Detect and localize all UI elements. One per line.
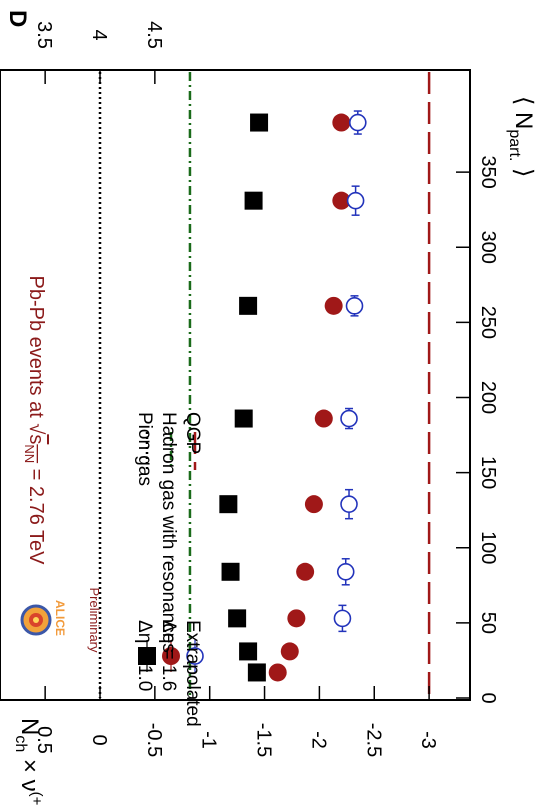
- d-axis-title: D: [4, 10, 31, 27]
- sqrt-sign: √: [25, 423, 47, 434]
- square-marker: [250, 113, 269, 132]
- axis-ticks: 0.5 0 -0.5 -1 -1.5 -2 -2.5 -3 0 50 100 150 200 250 300…: [0, 21, 499, 757]
- square-marker: [239, 296, 258, 315]
- x-tick-label: 200: [477, 381, 499, 414]
- legend-label: Δη = 1.0: [134, 620, 155, 691]
- data-series: [219, 110, 367, 682]
- alice-logo: ALICE: [20, 600, 67, 636]
- alice-logo-text: ALICE: [53, 600, 67, 636]
- legend-entry: Δη = 1.0: [134, 620, 156, 691]
- x-tick-label: 300: [477, 231, 499, 264]
- x-tick-label: 250: [477, 306, 499, 339]
- preliminary-label: Preliminary: [87, 587, 102, 653]
- x-tick-label: 150: [477, 456, 499, 489]
- legend-entry: Extrapolated: [182, 620, 204, 727]
- legend-label: Pion gas: [134, 412, 155, 486]
- square-marker: [221, 562, 240, 581]
- square-marker: [234, 409, 253, 428]
- legend-circle-icon: [162, 647, 180, 665]
- filled-circle-marker: [296, 562, 315, 581]
- legend-entry: Hadron gas with resonances: [158, 412, 179, 653]
- legend-square-icon: [138, 647, 156, 665]
- filled-circle-marker: [332, 113, 351, 132]
- square-marker: [247, 663, 266, 682]
- x-tick-label: 50: [477, 612, 499, 634]
- d-tick-label: 4.5: [143, 21, 165, 49]
- x-axis-title: ⟨ Npart. ⟩: [506, 96, 537, 177]
- legend: Δη = 1.0 Δη = 1.6 Extrapolated Pion gas Hadr…: [134, 412, 204, 727]
- square-marker: [228, 609, 247, 628]
- reference-lines: [98, 72, 431, 698]
- x-tick-label: 100: [477, 531, 499, 564]
- square-marker: [244, 191, 263, 210]
- legend-entry: QGP: [182, 412, 203, 470]
- filled-circle-marker: [324, 296, 343, 315]
- legend-label: Δη = 1.6: [158, 620, 179, 691]
- legend-label: Extrapolated: [182, 620, 203, 727]
- y-axis-title: Nch × ν(+-,dyn): [12, 718, 45, 806]
- open-circle-marker: [340, 409, 358, 428]
- y-tick-label: -2: [307, 731, 329, 749]
- x-tick-label: 0: [477, 692, 499, 703]
- open-circle-marker: [348, 113, 367, 132]
- y-tick-label: -0.5: [143, 723, 165, 757]
- open-circle-marker: [346, 191, 365, 210]
- plot-frame: [0, 69, 471, 701]
- legend-entry: Pion gas: [134, 412, 155, 486]
- open-circle-marker: [336, 562, 355, 581]
- legend-label: QGP: [182, 412, 203, 454]
- legend-open-circle-icon: [186, 647, 204, 665]
- x-tick-label: 350: [477, 155, 499, 188]
- filled-circle-marker: [314, 409, 333, 428]
- y-tick-label: -1.5: [253, 723, 275, 757]
- d-tick-label: 3.5: [33, 21, 55, 49]
- d-tick-label: 4: [88, 29, 110, 40]
- filled-circle-marker: [304, 495, 323, 514]
- filled-circle-marker: [332, 191, 351, 210]
- chart-title: Pb-Pb events at √sNN = 2.76 TeV: [22, 275, 47, 565]
- y-tick-label: 0: [88, 734, 110, 745]
- open-circle-marker: [340, 495, 358, 513]
- square-marker: [219, 495, 238, 514]
- filled-circle-marker: [268, 663, 287, 682]
- y-tick-label: -1: [198, 731, 220, 749]
- y-tick-label: -2.5: [362, 723, 384, 757]
- filled-circle-marker: [287, 609, 306, 628]
- y-tick-label: 0.5: [33, 726, 55, 754]
- square-marker: [239, 642, 258, 661]
- legend-label: Hadron gas with resonances: [158, 412, 179, 653]
- legend-entry: Δη = 1.6: [158, 620, 180, 691]
- open-circle-marker: [345, 297, 364, 315]
- filled-circle-marker: [280, 642, 299, 661]
- open-circle-marker: [333, 609, 352, 628]
- y-tick-label: -3: [417, 731, 439, 749]
